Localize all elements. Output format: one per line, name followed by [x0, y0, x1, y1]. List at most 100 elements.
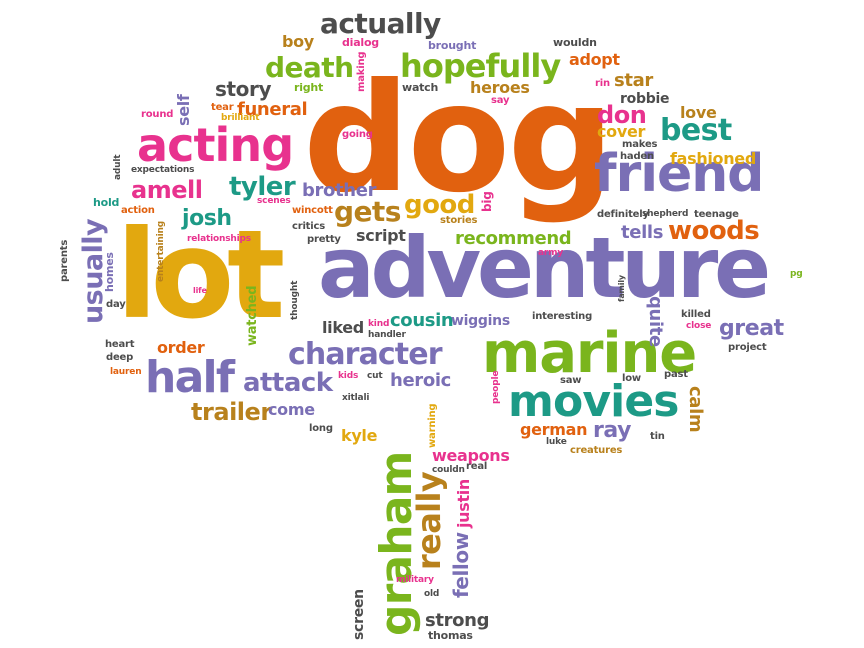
word-adventure: adventure	[318, 219, 771, 317]
word-gets: gets	[334, 195, 401, 228]
word-thomas: thomas	[428, 629, 473, 642]
word-long: long	[309, 423, 333, 434]
word-low: low	[622, 373, 641, 384]
word-tear: tear	[211, 102, 234, 113]
word-rin: rin	[595, 78, 610, 89]
word-military: military	[396, 575, 434, 585]
word-woods: woods	[668, 216, 760, 246]
word-heroes: heroes	[470, 78, 530, 97]
word-great: great	[719, 316, 784, 341]
word-story: story	[215, 77, 272, 101]
word-cover: cover	[597, 122, 646, 141]
word-kyle: kyle	[341, 426, 378, 445]
word-cousin: cousin	[390, 310, 454, 331]
word-thought: thought	[290, 280, 300, 320]
word-definitely: definitely	[597, 209, 649, 220]
word-self: self	[174, 94, 193, 126]
word-relationships: relationships	[187, 234, 251, 244]
word-teenage: teenage	[694, 209, 739, 220]
word-haden: haden	[620, 151, 654, 162]
word-tells: tells	[621, 222, 664, 243]
word-brought: brought	[428, 39, 477, 52]
word-handler: handler	[368, 330, 406, 340]
word-real: real	[466, 461, 488, 472]
word-heart: heart	[105, 339, 135, 350]
word-josh: josh	[182, 206, 232, 231]
word-calm: calm	[685, 386, 706, 433]
word-lauren: lauren	[110, 367, 142, 377]
word-old: old	[424, 589, 440, 599]
word-fellow: fellow	[449, 532, 473, 598]
word-watched: watched	[245, 285, 260, 346]
word-tin: tin	[650, 431, 665, 442]
word-wouldn: wouldn	[553, 36, 597, 49]
word-say: say	[491, 95, 510, 106]
word-weapons: weapons	[432, 446, 510, 465]
word-adult: adult	[113, 154, 123, 180]
word-creatures: creatures	[570, 445, 623, 456]
word-tyler: tyler	[229, 172, 296, 202]
word-stories: stories	[440, 215, 478, 226]
word-critics: critics	[292, 221, 325, 232]
word-ray: ray	[593, 418, 632, 443]
word-watch: watch	[402, 81, 439, 94]
word-wincott: wincott	[292, 205, 333, 216]
word-justin: justin	[454, 478, 473, 528]
word-warning: warning	[427, 403, 438, 448]
word-friend: friend	[594, 144, 764, 204]
word-action: action	[121, 205, 155, 216]
word-pg: pg	[790, 269, 803, 279]
word-half: half	[145, 352, 235, 403]
word-funeral: funeral	[237, 99, 308, 120]
word-round: round	[141, 109, 174, 120]
word-movies: movies	[508, 376, 679, 427]
word-love: love	[680, 103, 717, 122]
word-family: family	[617, 275, 626, 302]
word-acting: acting	[137, 118, 294, 172]
word-kind: kind	[368, 319, 390, 329]
word-right: right	[294, 81, 324, 94]
word-hold: hold	[93, 196, 120, 209]
word-army: army	[538, 248, 564, 258]
word-lot: lot	[116, 204, 285, 346]
word-parents: parents	[59, 239, 70, 282]
word-robbie: robbie	[620, 91, 670, 107]
word-killed: killed	[681, 309, 711, 320]
word-brother: brother	[302, 180, 377, 201]
word-deep: deep	[106, 352, 134, 363]
word-don: don	[597, 101, 647, 129]
word-big: big	[480, 191, 494, 212]
word-cut: cut	[367, 371, 383, 381]
word-project: project	[728, 342, 767, 353]
word-really: really	[410, 471, 448, 570]
word-wiggins: wiggins	[451, 313, 510, 329]
word-hopefully: hopefully	[400, 47, 561, 85]
word-strong: strong	[425, 610, 490, 631]
word-entertaining: entertaining	[156, 221, 166, 282]
word-xitlali: xitlali	[342, 393, 370, 403]
word-recommend: recommend	[455, 228, 572, 249]
word-order: order	[157, 338, 205, 357]
word-boy: boy	[282, 32, 314, 51]
word-attack: attack	[243, 368, 333, 398]
word-couldn: couldn	[432, 465, 465, 475]
word-pretty: pretty	[307, 234, 341, 245]
word-marine: marine	[482, 321, 697, 386]
word-good: good	[404, 190, 475, 220]
word-death: death	[265, 51, 354, 84]
word-liked: liked	[322, 318, 364, 337]
word-character: character	[288, 337, 442, 372]
word-homes: homes	[103, 252, 116, 292]
word-script: script	[356, 226, 406, 245]
word-fashioned: fashioned	[670, 149, 756, 168]
word-day: day	[106, 299, 126, 310]
word-trailer: trailer	[191, 398, 272, 426]
word-heroic: heroic	[390, 370, 451, 391]
word-makes: makes	[622, 139, 658, 150]
word-interesting: interesting	[532, 311, 593, 322]
word-screen: screen	[351, 589, 367, 640]
word-german: german	[520, 420, 588, 439]
word-past: past	[664, 369, 688, 380]
word-saw: saw	[560, 375, 582, 386]
